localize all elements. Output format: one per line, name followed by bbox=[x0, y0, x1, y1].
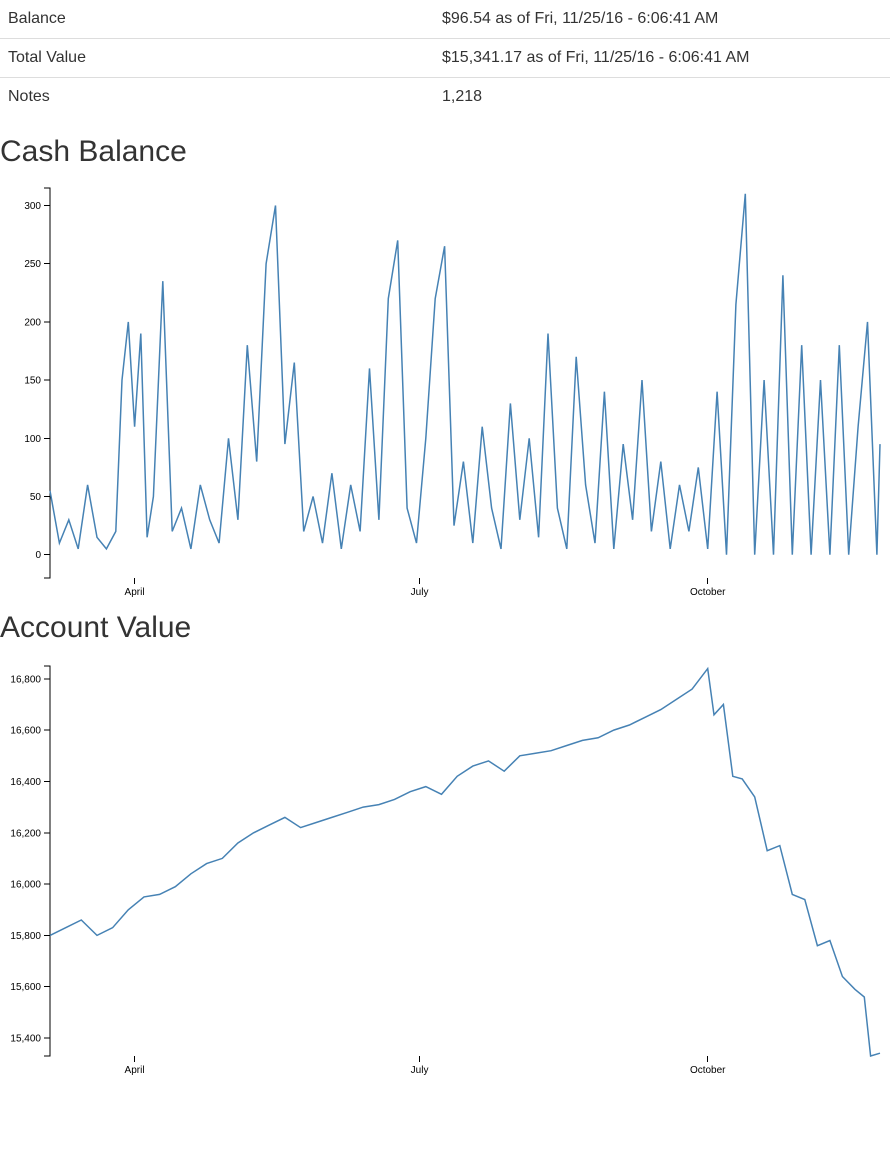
total-value-value: $15,341.17 as of Fri, 11/25/16 - 6:06:41… bbox=[434, 38, 890, 78]
x-tick-label: October bbox=[690, 587, 726, 598]
y-tick-label: 16,600 bbox=[10, 726, 41, 737]
y-tick-label: 100 bbox=[24, 434, 41, 445]
summary-row-notes: Notes 1,218 bbox=[0, 77, 890, 116]
y-tick-label: 50 bbox=[30, 492, 42, 503]
notes-value: 1,218 bbox=[434, 77, 890, 116]
account-value-chart: 15,400 15,600 15,800 16,000 16,200 16,400 16,6… bbox=[10, 665, 881, 1076]
y-axis: 0 50 100 150 200 250 300 bbox=[24, 187, 51, 579]
balance-label: Balance bbox=[8, 10, 66, 27]
y-tick-label: 15,800 bbox=[10, 931, 41, 942]
series-line bbox=[49, 666, 881, 1057]
x-axis: April July October bbox=[125, 1056, 726, 1076]
x-tick-label: October bbox=[690, 1065, 726, 1076]
y-tick-label: 16,200 bbox=[10, 828, 41, 839]
y-tick-label: 15,400 bbox=[10, 1034, 41, 1045]
y-tick-label: 16,800 bbox=[10, 674, 41, 685]
y-tick-label: 15,600 bbox=[10, 982, 41, 993]
balance-value: $96.54 as of Fri, 11/25/16 - 6:06:41 AM bbox=[442, 10, 719, 27]
y-tick-label: 250 bbox=[24, 259, 41, 270]
x-tick-label: July bbox=[411, 1065, 429, 1076]
y-axis: 15,400 15,600 15,800 16,000 16,200 16,400 16,6… bbox=[10, 665, 51, 1057]
x-tick-label: April bbox=[125, 1065, 145, 1076]
account-value-title: Account Value bbox=[0, 611, 192, 644]
y-axis-line bbox=[44, 187, 51, 579]
y-tick-label: 150 bbox=[24, 376, 41, 387]
summary-row-balance: Balance $96.54 as of Fri, 11/25/16 - 6:0… bbox=[0, 0, 890, 39]
series-line bbox=[49, 193, 881, 555]
y-tick-label: 200 bbox=[24, 317, 41, 328]
x-axis: April July October bbox=[125, 578, 726, 598]
y-tick-label: 300 bbox=[24, 201, 41, 212]
y-tick-label: 16,400 bbox=[10, 777, 41, 788]
notes-label: Notes bbox=[0, 77, 434, 116]
total-value-label: Total Value bbox=[0, 38, 434, 78]
cash-balance-title: Cash Balance bbox=[0, 135, 187, 168]
cash-balance-chart: 0 50 100 150 200 250 300 April July October bbox=[24, 187, 881, 598]
summary-row-total-value: Total Value $15,341.17 as of Fri, 11/25/… bbox=[0, 38, 890, 78]
y-tick-label: 16,000 bbox=[10, 880, 41, 891]
x-tick-label: July bbox=[411, 587, 429, 598]
y-tick-label: 0 bbox=[35, 550, 41, 561]
account-summary-table: Balance $96.54 as of Fri, 11/25/16 - 6:0… bbox=[0, 0, 890, 116]
x-tick-label: April bbox=[125, 587, 145, 598]
y-axis-line bbox=[44, 665, 51, 1057]
